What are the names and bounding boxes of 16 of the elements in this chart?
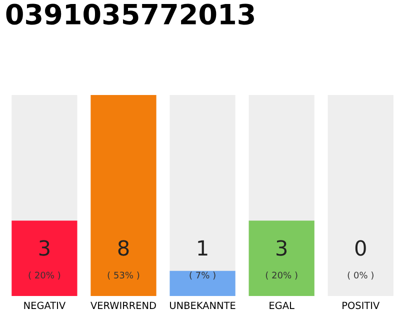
annotation: ( 0% ) <box>348 272 374 280</box>
annotation: ( 20% ) <box>28 272 60 280</box>
x-tick-label: VERWIRREND <box>90 302 156 309</box>
x-tick-label: POSITIV <box>342 302 380 310</box>
chart-title: 0391035772013 <box>6 4 254 25</box>
x-tick-label: UNBEKANNTE <box>170 302 236 310</box>
annotation: ( 7% ) <box>190 272 216 280</box>
annotation: ( 20% ) <box>266 272 298 280</box>
data-label: 1 <box>198 240 208 256</box>
x-tick-label: NEGATIV <box>24 302 66 310</box>
data-label: 8 <box>118 240 129 256</box>
data-label: 3 <box>276 240 287 256</box>
x-tick-label: EGAL <box>270 302 294 310</box>
data-label: 3 <box>39 240 50 256</box>
data-label: 0 <box>355 240 366 256</box>
annotation: ( 53% ) <box>108 272 140 280</box>
